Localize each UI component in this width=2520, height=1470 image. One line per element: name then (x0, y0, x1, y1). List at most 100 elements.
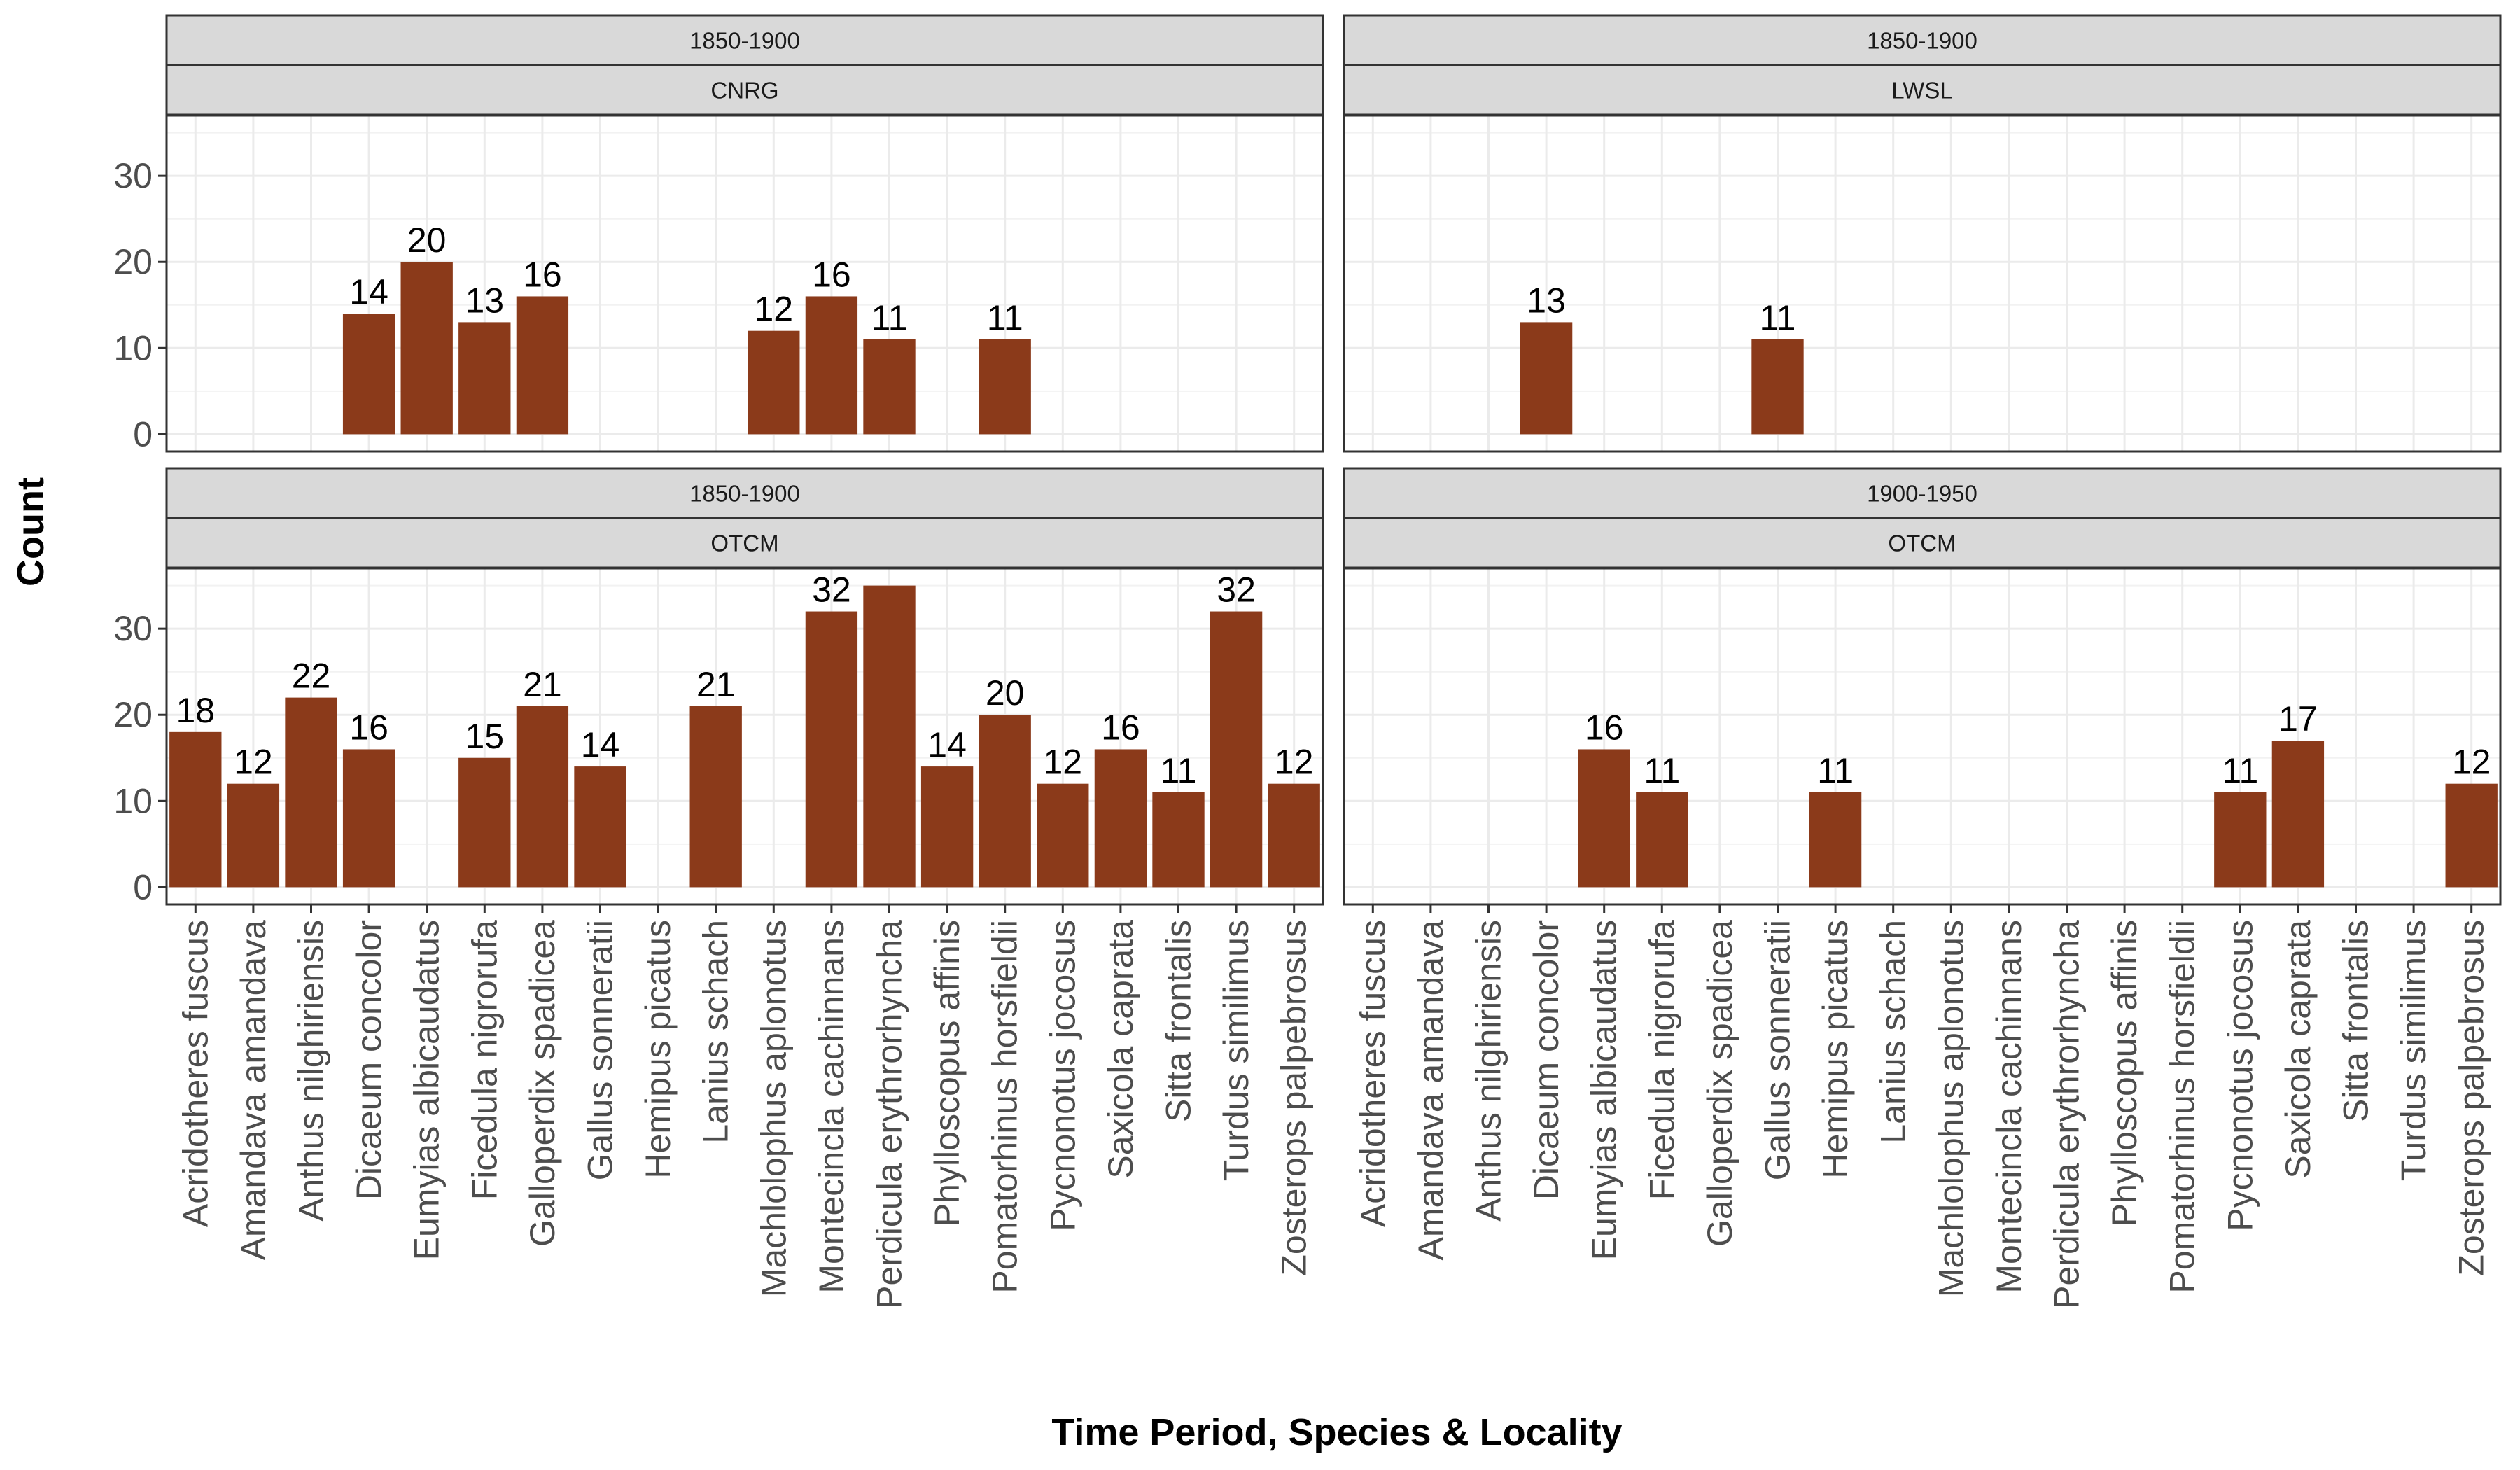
x-tick-label: Ficedula nigrorufa (1642, 920, 1681, 1200)
bar-value-label: 18 (176, 691, 215, 730)
x-tick-label: Anthus nilghiriensis (1469, 920, 1508, 1222)
x-tick-label: Perdicula erythrorhyncha (2047, 920, 2087, 1309)
x-tick-label: Amandava amandava (1411, 920, 1450, 1261)
x-tick-label: Eumyias albicaudatus (1585, 920, 1624, 1260)
bar-value-label: 16 (1585, 708, 1624, 747)
x-tick-label: Gallus sonneratii (1758, 920, 1798, 1180)
bar (1210, 611, 1263, 888)
strip-period (1343, 14, 2502, 66)
strip-period-label: 1850-1900 (690, 28, 800, 54)
x-axis: Acridotheres fuscus Amandava amandava Anth… (176, 904, 2491, 1309)
y-tick-label: 30 (113, 609, 153, 648)
bar (1152, 792, 1205, 888)
x-tick-label: Zosterops palpebrosus (2452, 920, 2491, 1276)
x-tick-label: Sitta frontalis (1159, 920, 1198, 1122)
x-tick-label: Montecincla cachinnans (1989, 920, 2029, 1294)
y-tick-label: 10 (113, 328, 153, 368)
x-tick-label: Machlolophus aplonotus (754, 920, 793, 1297)
panel-background (1344, 115, 2500, 451)
bar-value-label: 16 (523, 255, 562, 294)
bar (979, 340, 1031, 435)
bar (1268, 783, 1320, 888)
bar-value-label: 14 (349, 272, 388, 312)
bar (516, 706, 569, 888)
bar (1094, 749, 1147, 888)
x-tick-label: Dicaeum concolor (1527, 920, 1566, 1200)
bar-value-label: 16 (812, 255, 851, 294)
y-tick-label: 0 (133, 867, 153, 906)
bar (2272, 741, 2325, 888)
x-tick-label: Pomatorhinus horsfieldii (986, 920, 1025, 1294)
strip-period-label: 1850-1900 (1867, 28, 1977, 54)
bar-value-label: 11 (2222, 751, 2258, 790)
bar (1037, 783, 1089, 888)
y-axis-title: Count (10, 477, 52, 587)
x-tick-label: Pomatorhinus horsfieldii (2163, 920, 2202, 1294)
bar (342, 749, 396, 888)
bar-value-label: 11 (872, 298, 908, 337)
x-tick-label: Pycnonotus jocosus (2220, 920, 2260, 1231)
panel-border (165, 114, 1324, 453)
bar (1751, 340, 1804, 435)
x-tick-label: Ficedula nigrorufa (465, 920, 504, 1200)
bar-value-label: 17 (2278, 699, 2318, 738)
bar-value-label: 13 (1527, 281, 1566, 320)
bar (516, 296, 569, 435)
y-tick-label: 30 (113, 156, 153, 195)
bar-value-label: 14 (927, 725, 967, 764)
bar (400, 262, 453, 435)
bar-value-label: 11 (987, 298, 1023, 337)
bar-value-label: 12 (754, 290, 793, 329)
x-tick-label: Sitta frontalis (2337, 920, 2376, 1122)
bar (690, 706, 742, 888)
x-tick-label: Saxicola caprata (2278, 920, 2318, 1179)
x-tick-label: Acridotheres fuscus (1353, 920, 1392, 1227)
x-tick-label: Saxicola caprata (1101, 920, 1140, 1179)
x-tick-label: Amandava amandava (234, 920, 273, 1261)
bar-value-label: 15 (465, 717, 504, 756)
panel-background (167, 115, 1323, 451)
strip-period (1343, 467, 2502, 519)
bar-value-label: 12 (2452, 743, 2491, 782)
bar-value-label: 11 (1644, 751, 1680, 790)
bar-value-label: 21 (696, 665, 736, 704)
x-tick-label: Phylloscopus affinis (927, 920, 967, 1226)
bar (979, 715, 1031, 888)
bar (805, 611, 858, 888)
panel-background (1344, 568, 2500, 904)
bar (285, 697, 337, 888)
bar (863, 585, 916, 888)
panel-1850-1900-LWSL: 1850-1900 LWSL 13 11 (1343, 14, 2502, 453)
strip-locality-label: OTCM (1888, 531, 1956, 556)
bar (805, 296, 858, 435)
x-tick-label: Pycnonotus jocosus (1043, 920, 1082, 1231)
bar-value-label: 14 (581, 725, 620, 764)
bar (1636, 792, 1688, 888)
panel-1900-1950-OTCM: 1900-1950 OTCM 16 11 11 11 17 12 (1343, 467, 2502, 906)
bar (2445, 783, 2498, 888)
bar (342, 314, 396, 435)
x-tick-label: Machlolophus aplonotus (1931, 920, 1970, 1297)
x-tick-label: Perdicula erythrorhyncha (870, 920, 909, 1309)
bar-value-label: 16 (1101, 708, 1140, 747)
y-tick-label: 0 (133, 414, 153, 454)
bar (1520, 322, 1573, 435)
bar (458, 757, 511, 888)
x-tick-label: Hemipus picatus (1816, 920, 1855, 1179)
bar-value-label: 11 (1817, 751, 1854, 790)
bar (863, 340, 916, 435)
strip-locality (165, 517, 1324, 569)
bar (1578, 749, 1630, 888)
x-tick-label: Lanius schach (696, 920, 736, 1144)
strip-locality-label: CNRG (710, 78, 778, 104)
x-tick-label: Turdus similimus (2394, 920, 2433, 1181)
bar-value-label: 16 (349, 708, 388, 747)
bar-value-label: 20 (986, 673, 1025, 713)
strip-period (165, 14, 1324, 66)
x-tick-label: Acridotheres fuscus (176, 920, 215, 1227)
y-tick-label: 10 (113, 781, 153, 820)
strip-locality (1343, 517, 2502, 569)
x-tick-label: Dicaeum concolor (349, 920, 388, 1200)
strip-locality (165, 64, 1324, 116)
